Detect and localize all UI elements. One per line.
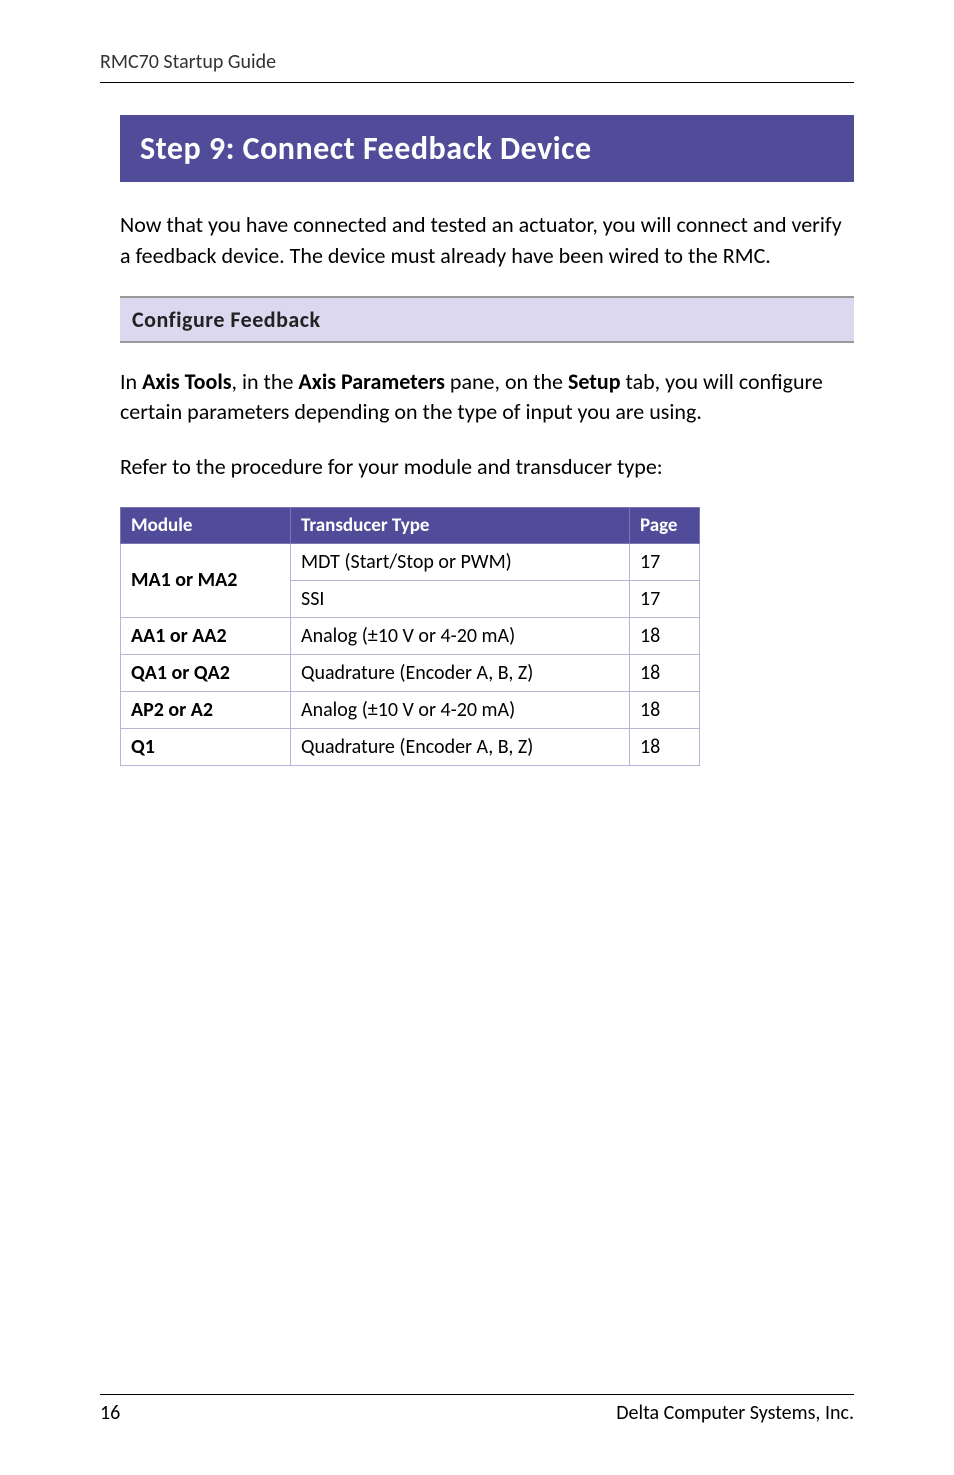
table-header-row: Module Transducer Type Page [121, 507, 700, 543]
cell-module: AP2 or A2 [121, 691, 291, 728]
bold-setup: Setup [568, 368, 621, 395]
cell-module: QA1 or QA2 [121, 654, 291, 691]
cell-module: MA1 or MA2 [121, 543, 291, 617]
cell-page: 18 [630, 617, 700, 654]
cell-type: Quadrature (Encoder A, B, Z) [291, 654, 630, 691]
cell-page: 17 [630, 543, 700, 580]
cell-type: MDT (Start/Stop or PWM) [291, 543, 630, 580]
table-row: AP2 or A2 Analog (±10 V or 4-20 mA) 18 [121, 691, 700, 728]
page-number: 16 [100, 1401, 120, 1425]
cell-page: 18 [630, 691, 700, 728]
config-paragraph: In Axis Tools, in the Axis Parameters pa… [120, 367, 854, 429]
text-fragment: , in the [232, 368, 299, 395]
cell-page: 17 [630, 580, 700, 617]
module-table: Module Transducer Type Page MA1 or MA2 M… [120, 507, 700, 766]
cell-page: 18 [630, 654, 700, 691]
subheader-box: Configure Feedback [120, 296, 854, 343]
col-module: Module [121, 507, 291, 543]
table-row: QA1 or QA2 Quadrature (Encoder A, B, Z) … [121, 654, 700, 691]
bold-axis-parameters: Axis Parameters [298, 368, 445, 395]
cell-type: Quadrature (Encoder A, B, Z) [291, 728, 630, 765]
cell-type: Analog (±10 V or 4-20 mA) [291, 617, 630, 654]
text-fragment: In [120, 368, 142, 395]
cell-type: Analog (±10 V or 4-20 mA) [291, 691, 630, 728]
page-footer: 16 Delta Computer Systems, Inc. [100, 1394, 854, 1425]
bold-axis-tools: Axis Tools [142, 368, 231, 395]
company-name: Delta Computer Systems, Inc. [616, 1401, 854, 1425]
col-page: Page [630, 507, 700, 543]
intro-paragraph: Now that you have connected and tested a… [120, 210, 854, 272]
cell-module: Q1 [121, 728, 291, 765]
cell-type: SSI [291, 580, 630, 617]
cell-module: AA1 or AA2 [121, 617, 291, 654]
step-title: Step 9: Connect Feedback Device [140, 129, 834, 168]
table-row: Q1 Quadrature (Encoder A, B, Z) 18 [121, 728, 700, 765]
text-fragment: pane, on the [445, 368, 568, 395]
table-row: AA1 or AA2 Analog (±10 V or 4-20 mA) 18 [121, 617, 700, 654]
doc-header: RMC70 Startup Guide [100, 50, 854, 83]
subheader-title: Configure Feedback [132, 306, 842, 333]
refer-paragraph: Refer to the procedure for your module a… [120, 452, 854, 483]
step-title-box: Step 9: Connect Feedback Device [120, 115, 854, 182]
table-row: MA1 or MA2 MDT (Start/Stop or PWM) 17 [121, 543, 700, 580]
cell-page: 18 [630, 728, 700, 765]
col-transducer: Transducer Type [291, 507, 630, 543]
